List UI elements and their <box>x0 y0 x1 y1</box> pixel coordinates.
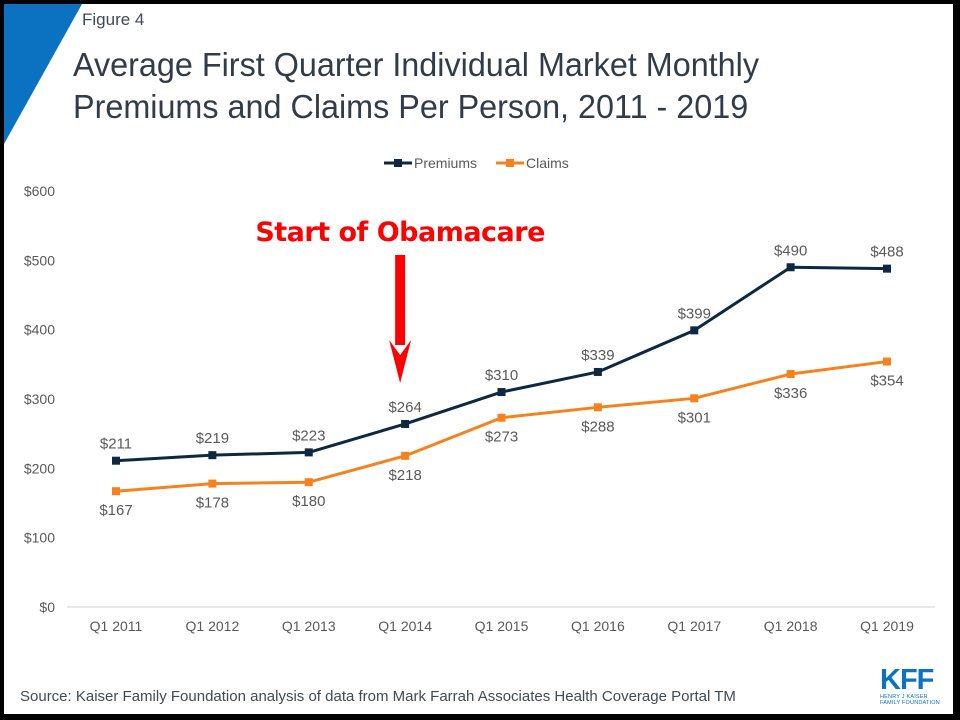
x-tick-label: Q1 2014 <box>378 618 432 634</box>
data-label-claims: $336 <box>774 385 807 402</box>
annotation-text: Start of Obamacare <box>255 217 545 248</box>
data-label-claims: $178 <box>196 495 229 512</box>
y-tick-label: $400 <box>24 322 55 338</box>
logo-line-1: HENRY J KAISER <box>880 694 928 700</box>
title-line-1: Average First Quarter Individual Market … <box>73 46 760 83</box>
annotation-arrow-head <box>389 340 412 383</box>
y-tick-label: $300 <box>24 391 55 407</box>
data-label-premiums: $490 <box>774 242 807 259</box>
data-label-claims: $180 <box>292 493 325 510</box>
logo-mark: KFF <box>880 664 934 696</box>
line-chart: $0 $100 $200 $300 $400 $500 $600 Q1 2011 Q1 2012… <box>24 155 935 634</box>
data-point-premiums <box>593 367 602 376</box>
data-point-premiums <box>690 326 699 335</box>
data-point-claims <box>690 394 699 403</box>
legend-label-claims: Claims <box>526 155 569 171</box>
data-label-premiums: $488 <box>870 244 903 261</box>
data-label-premiums: $264 <box>388 399 421 416</box>
y-tick-label: $100 <box>24 530 55 546</box>
data-point-premiums <box>401 419 410 428</box>
y-tick-label: $0 <box>39 599 55 615</box>
x-tick-label: Q1 2015 <box>475 618 529 634</box>
data-point-premiums <box>112 456 120 465</box>
data-point-claims <box>593 403 602 412</box>
title-line-2: Premiums and Claims Per Person, 2011 - 2… <box>73 88 749 125</box>
chart-title: Average First Quarter Individual Market … <box>73 44 916 128</box>
y-tick-label: $500 <box>24 252 55 268</box>
legend-label-premiums: Premiums <box>414 155 477 171</box>
legend-marker-claims <box>506 159 514 167</box>
data-point-claims <box>208 479 217 488</box>
x-tick-label: Q1 2018 <box>764 618 818 634</box>
data-point-premiums <box>304 448 313 457</box>
data-label-claims: $218 <box>388 467 421 484</box>
data-label-claims: $354 <box>870 373 903 390</box>
data-label-claims: $167 <box>99 502 132 519</box>
x-tick-label: Q1 2012 <box>186 618 240 634</box>
x-tick-label: Q1 2011 <box>90 618 143 634</box>
data-point-premiums <box>786 263 795 272</box>
data-label-claims: $273 <box>485 429 518 446</box>
x-tick-label: Q1 2013 <box>282 618 336 634</box>
data-label-premiums: $219 <box>196 430 229 447</box>
figure-label: Figure 4 <box>82 10 145 29</box>
data-point-claims <box>786 370 795 379</box>
data-label-claims: $301 <box>678 409 711 426</box>
annotation-arrow-shaft <box>395 255 406 345</box>
data-label-premiums: $399 <box>678 305 711 322</box>
y-tick-label: $200 <box>24 460 55 476</box>
data-label-premiums: $211 <box>100 436 132 453</box>
data-point-claims <box>304 478 313 487</box>
x-tick-label: Q1 2017 <box>667 618 721 634</box>
data-point-claims <box>112 487 120 496</box>
data-point-premiums <box>208 451 217 460</box>
data-point-premiums <box>497 388 506 397</box>
x-tick-label: Q1 2019 <box>860 618 914 634</box>
kff-logo: KFF HENRY J KAISER FAMILY FOUNDATION <box>880 664 940 707</box>
data-point-claims <box>883 357 891 366</box>
data-label-claims: $288 <box>581 418 614 435</box>
data-point-claims <box>401 451 410 460</box>
data-label-premiums: $310 <box>485 367 518 384</box>
data-label-premiums: $223 <box>292 427 325 444</box>
logo-line-2: FAMILY FOUNDATION <box>880 700 940 706</box>
x-tick-label: Q1 2016 <box>571 618 625 634</box>
data-point-claims <box>497 413 506 422</box>
source-note: Source: Kaiser Family Foundation analysi… <box>20 688 736 705</box>
data-point-premiums <box>883 264 891 273</box>
data-label-premiums: $339 <box>581 347 614 364</box>
corner-accent <box>4 4 82 144</box>
y-tick-label: $600 <box>24 183 55 199</box>
legend-marker-premiums <box>394 159 402 167</box>
slide: Figure 4 Average First Quarter Individua… <box>4 4 953 714</box>
